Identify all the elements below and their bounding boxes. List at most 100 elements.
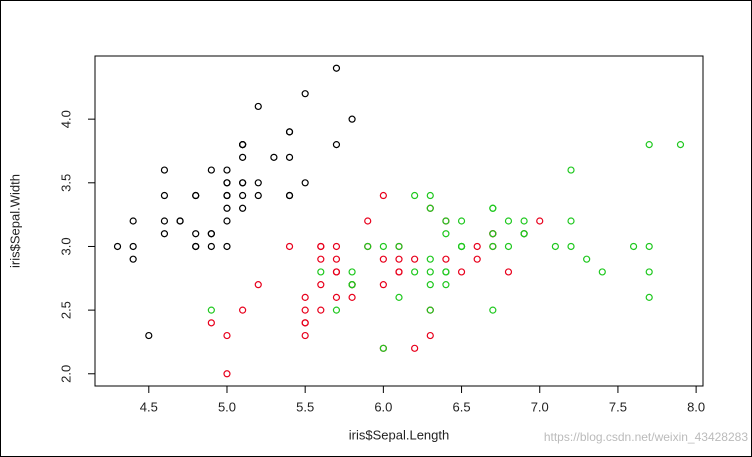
x-tick-label: 6.0: [374, 399, 392, 414]
point: [348, 115, 356, 123]
point: [536, 217, 544, 225]
point: [395, 242, 403, 251]
point: [489, 204, 497, 212]
point: [192, 230, 200, 238]
point: [457, 217, 466, 225]
y-tick-label: 2.5: [58, 301, 73, 319]
point: [332, 141, 341, 149]
point: [332, 293, 341, 301]
point: [426, 255, 434, 263]
point: [411, 268, 419, 276]
point: [332, 242, 341, 251]
point: [332, 255, 341, 263]
point: [129, 255, 137, 263]
point: [426, 204, 434, 212]
point: [239, 204, 247, 212]
point: [301, 179, 309, 187]
point: [254, 281, 262, 289]
point: [317, 281, 325, 289]
point: [598, 268, 606, 276]
x-tick-label: 4.5: [140, 399, 158, 414]
point: [223, 179, 231, 187]
point: [160, 191, 169, 200]
point: [317, 268, 325, 276]
point: [395, 293, 403, 301]
point: [520, 217, 528, 225]
point: [567, 166, 575, 174]
point: [332, 306, 341, 314]
point: [442, 255, 450, 263]
y-tick-label: 2.0: [58, 365, 73, 383]
point: [223, 217, 231, 225]
plot-box: [94, 55, 704, 387]
point: [317, 242, 325, 251]
point: [504, 268, 513, 276]
point: [332, 64, 341, 72]
point: [192, 242, 200, 251]
point: [489, 306, 497, 314]
point: [301, 90, 309, 98]
point: [364, 217, 372, 225]
x-tick-label: 8.0: [687, 399, 705, 414]
point: [332, 268, 341, 276]
point: [348, 281, 356, 289]
point: [207, 230, 215, 238]
point: [629, 242, 638, 251]
point: [426, 281, 434, 289]
point: [285, 128, 294, 136]
x-tick-label: 5.5: [296, 399, 314, 414]
point: [473, 242, 481, 251]
point: [426, 306, 434, 314]
point: [254, 102, 262, 111]
point: [489, 230, 497, 238]
point: [317, 306, 325, 314]
point: [285, 153, 294, 161]
x-axis-label: iris$Sepal.Length: [349, 427, 449, 442]
point: [379, 191, 387, 200]
point: [348, 268, 356, 276]
point: [254, 179, 262, 187]
point: [160, 230, 169, 238]
point: [301, 331, 309, 340]
y-tick-label: 3.0: [58, 237, 73, 255]
point: [239, 306, 247, 314]
point: [207, 166, 215, 174]
point: [379, 281, 387, 289]
point: [239, 141, 247, 149]
point: [223, 242, 231, 251]
point: [583, 255, 591, 263]
point: [442, 217, 450, 225]
point: [379, 255, 387, 263]
point: [489, 242, 497, 251]
point: [129, 217, 137, 225]
point: [364, 242, 372, 251]
point: [254, 191, 262, 200]
point: [223, 370, 231, 378]
point: [567, 242, 575, 251]
point: [457, 268, 466, 276]
point: [113, 242, 122, 251]
point: [379, 242, 387, 251]
point: [239, 191, 247, 200]
point: [160, 166, 169, 174]
point: [270, 153, 278, 161]
point: [426, 268, 434, 276]
point: [645, 268, 653, 276]
point: [551, 242, 559, 251]
point: [176, 217, 184, 225]
point: [145, 331, 153, 340]
point: [207, 242, 215, 251]
point: [160, 217, 169, 225]
point: [239, 153, 247, 161]
point: [207, 319, 215, 327]
x-tick-label: 5.0: [218, 399, 236, 414]
point: [223, 204, 231, 212]
point: [442, 281, 450, 289]
y-axis-label: iris$Sepal.Width: [7, 174, 22, 268]
point: [223, 191, 231, 200]
point: [645, 242, 653, 251]
point: [223, 166, 231, 174]
point: [567, 217, 575, 225]
